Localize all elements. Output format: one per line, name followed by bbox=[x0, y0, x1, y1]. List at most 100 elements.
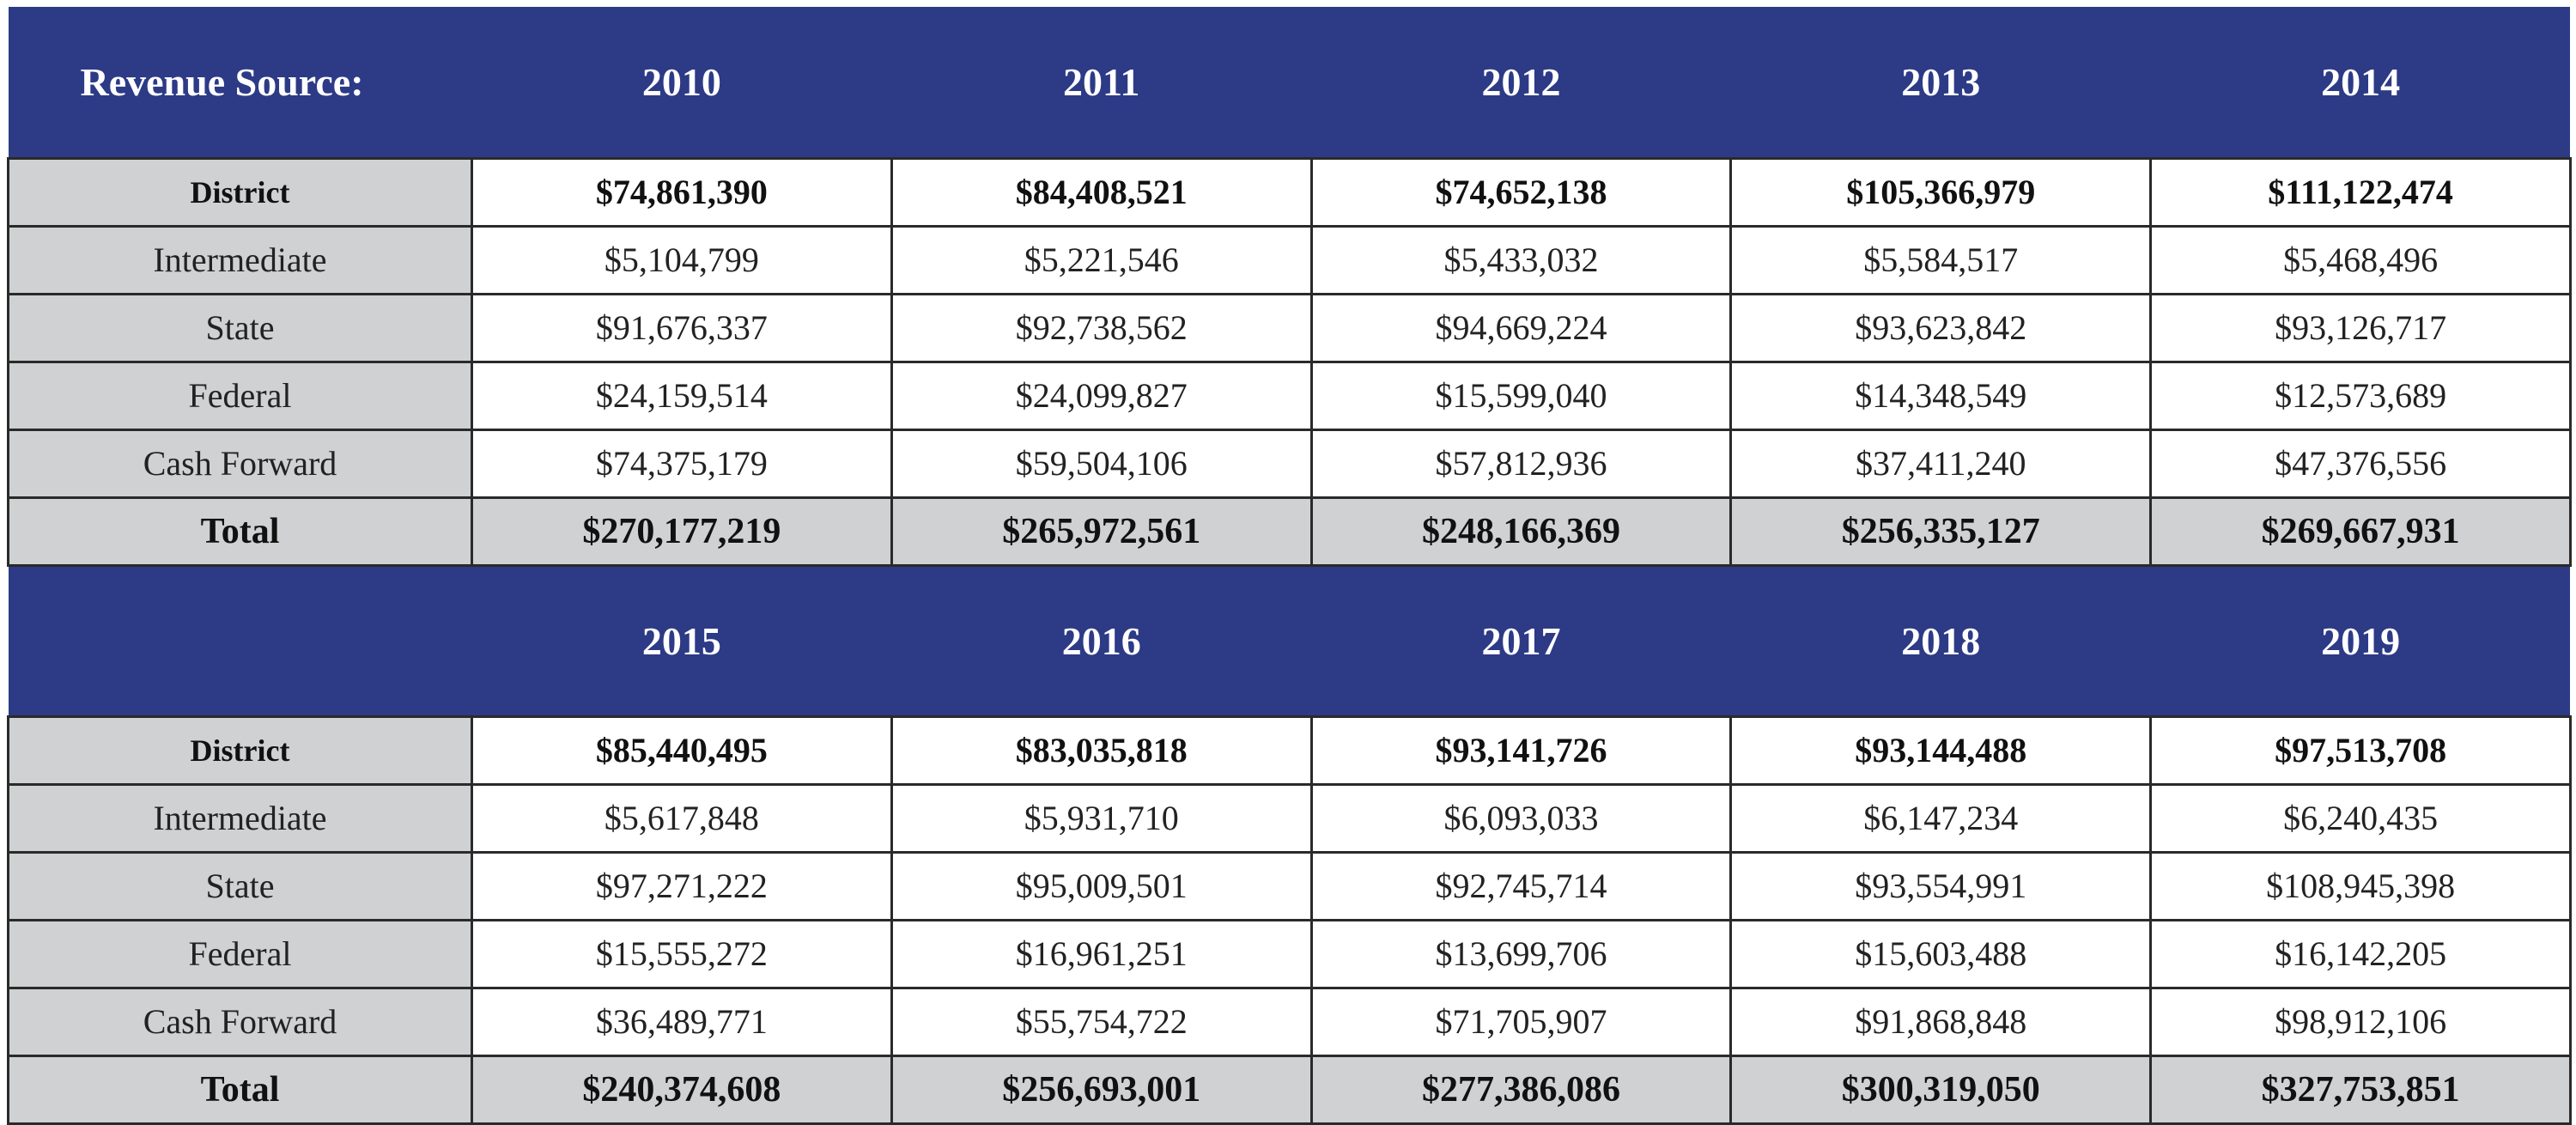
table-cell: $5,617,848 bbox=[471, 782, 893, 854]
year-header: 2015 bbox=[471, 565, 892, 716]
table-cell: $240,374,608 bbox=[471, 1054, 893, 1125]
table-row-cash-forward: Cash Forward $36,489,771 $55,754,722 $71… bbox=[7, 986, 2572, 1057]
year-header: 2014 bbox=[2150, 7, 2571, 158]
year-header: 2011 bbox=[891, 7, 1312, 158]
table-cell: $5,104,799 bbox=[471, 224, 893, 295]
row-label: Intermediate bbox=[7, 224, 473, 295]
table-cell: $248,166,369 bbox=[1309, 496, 1733, 567]
table-cell: $37,411,240 bbox=[1729, 428, 2153, 499]
row-label: Total bbox=[7, 496, 473, 567]
row-label: State bbox=[7, 292, 473, 363]
table-row-state: State $91,676,337 $92,738,562 $94,669,22… bbox=[7, 292, 2572, 363]
table-cell: $71,705,907 bbox=[1309, 986, 1733, 1057]
table-cell: $15,555,272 bbox=[471, 918, 893, 989]
row-label: District bbox=[7, 156, 473, 228]
table-cell: $265,972,561 bbox=[890, 496, 1313, 567]
row-label: Federal bbox=[7, 360, 473, 431]
revenue-table-container: Revenue Source: 2010 2011 2012 2013 2014… bbox=[7, 7, 2572, 1125]
year-header: 2017 bbox=[1311, 565, 1731, 716]
table-cell: $95,009,501 bbox=[890, 850, 1313, 921]
year-header: 2013 bbox=[1730, 7, 2151, 158]
row-label: Intermediate bbox=[7, 782, 473, 854]
header-row-2010-2014: Revenue Source: 2010 2011 2012 2013 2014 bbox=[8, 7, 2571, 158]
table-cell: $83,035,818 bbox=[890, 715, 1313, 786]
table-cell: $15,599,040 bbox=[1309, 360, 1733, 431]
year-header: 2016 bbox=[891, 565, 1312, 716]
table-cell: $97,271,222 bbox=[471, 850, 893, 921]
table-row-district: District $74,861,390 $84,408,521 $74,652… bbox=[7, 156, 2572, 228]
table-row-intermediate: Intermediate $5,104,799 $5,221,546 $5,43… bbox=[7, 224, 2572, 295]
year-header: 2012 bbox=[1311, 7, 1731, 158]
table-cell: $94,669,224 bbox=[1309, 292, 1733, 363]
table-cell: $55,754,722 bbox=[890, 986, 1313, 1057]
table-cell: $74,861,390 bbox=[471, 156, 893, 228]
table-cell: $327,753,851 bbox=[2149, 1054, 2572, 1125]
table-cell: $256,693,001 bbox=[890, 1054, 1313, 1125]
blank-heading bbox=[8, 565, 472, 716]
table-cell: $74,375,179 bbox=[471, 428, 893, 499]
table-cell: $111,122,474 bbox=[2149, 156, 2572, 228]
table-cell: $93,144,488 bbox=[1729, 715, 2153, 786]
table-cell: $16,961,251 bbox=[890, 918, 1313, 989]
table-cell: $85,440,495 bbox=[471, 715, 893, 786]
row-label: Cash Forward bbox=[7, 428, 473, 499]
table-cell: $14,348,549 bbox=[1729, 360, 2153, 431]
table-cell: $36,489,771 bbox=[471, 986, 893, 1057]
table-cell: $269,667,931 bbox=[2149, 496, 2572, 567]
year-header: 2019 bbox=[2150, 565, 2571, 716]
table-cell: $93,141,726 bbox=[1309, 715, 1733, 786]
revenue-table: Revenue Source: 2010 2011 2012 2013 2014… bbox=[7, 7, 2572, 1125]
revenue-source-heading: Revenue Source: bbox=[8, 7, 472, 158]
table-cell: $270,177,219 bbox=[471, 496, 893, 567]
row-label: Total bbox=[7, 1054, 473, 1125]
table-row-district: District $85,440,495 $83,035,818 $93,141… bbox=[7, 715, 2572, 786]
table-cell: $6,147,234 bbox=[1729, 782, 2153, 854]
year-header: 2018 bbox=[1730, 565, 2151, 716]
header-row-2015-2019: 2015 2016 2017 2018 2019 bbox=[8, 565, 2571, 716]
table-row-federal: Federal $15,555,272 $16,961,251 $13,699,… bbox=[7, 918, 2572, 989]
table-cell: $6,240,435 bbox=[2149, 782, 2572, 854]
table-cell: $16,142,205 bbox=[2149, 918, 2572, 989]
table-row-total: Total $270,177,219 $265,972,561 $248,166… bbox=[7, 496, 2572, 567]
table-cell: $5,584,517 bbox=[1729, 224, 2153, 295]
table-cell: $6,093,033 bbox=[1309, 782, 1733, 854]
table-cell: $12,573,689 bbox=[2149, 360, 2572, 431]
table-cell: $91,676,337 bbox=[471, 292, 893, 363]
table-cell: $93,623,842 bbox=[1729, 292, 2153, 363]
table-cell: $5,433,032 bbox=[1309, 224, 1733, 295]
table-cell: $98,912,106 bbox=[2149, 986, 2572, 1057]
table-cell: $91,868,848 bbox=[1729, 986, 2153, 1057]
table-cell: $59,504,106 bbox=[890, 428, 1313, 499]
table-row-cash-forward: Cash Forward $74,375,179 $59,504,106 $57… bbox=[7, 428, 2572, 499]
table-cell: $300,319,050 bbox=[1729, 1054, 2153, 1125]
table-cell: $24,159,514 bbox=[471, 360, 893, 431]
year-header: 2010 bbox=[471, 7, 892, 158]
table-row-federal: Federal $24,159,514 $24,099,827 $15,599,… bbox=[7, 360, 2572, 431]
table-row-intermediate: Intermediate $5,617,848 $5,931,710 $6,09… bbox=[7, 782, 2572, 854]
table-cell: $108,945,398 bbox=[2149, 850, 2572, 921]
table-cell: $13,699,706 bbox=[1309, 918, 1733, 989]
table-cell: $5,221,546 bbox=[890, 224, 1313, 295]
table-cell: $5,931,710 bbox=[890, 782, 1313, 854]
table-cell: $5,468,496 bbox=[2149, 224, 2572, 295]
table-cell: $92,738,562 bbox=[890, 292, 1313, 363]
table-cell: $47,376,556 bbox=[2149, 428, 2572, 499]
table-cell: $105,366,979 bbox=[1729, 156, 2153, 228]
table-cell: $256,335,127 bbox=[1729, 496, 2153, 567]
table-cell: $93,126,717 bbox=[2149, 292, 2572, 363]
row-label: State bbox=[7, 850, 473, 921]
table-cell: $84,408,521 bbox=[890, 156, 1313, 228]
row-label: District bbox=[7, 715, 473, 786]
row-label: Cash Forward bbox=[7, 986, 473, 1057]
table-cell: $277,386,086 bbox=[1309, 1054, 1733, 1125]
table-row-state: State $97,271,222 $95,009,501 $92,745,71… bbox=[7, 850, 2572, 921]
table-row-total: Total $240,374,608 $256,693,001 $277,386… bbox=[7, 1054, 2572, 1125]
table-cell: $24,099,827 bbox=[890, 360, 1313, 431]
table-cell: $93,554,991 bbox=[1729, 850, 2153, 921]
table-cell: $74,652,138 bbox=[1309, 156, 1733, 228]
table-cell: $15,603,488 bbox=[1729, 918, 2153, 989]
table-cell: $57,812,936 bbox=[1309, 428, 1733, 499]
row-label: Federal bbox=[7, 918, 473, 989]
table-cell: $92,745,714 bbox=[1309, 850, 1733, 921]
table-cell: $97,513,708 bbox=[2149, 715, 2572, 786]
